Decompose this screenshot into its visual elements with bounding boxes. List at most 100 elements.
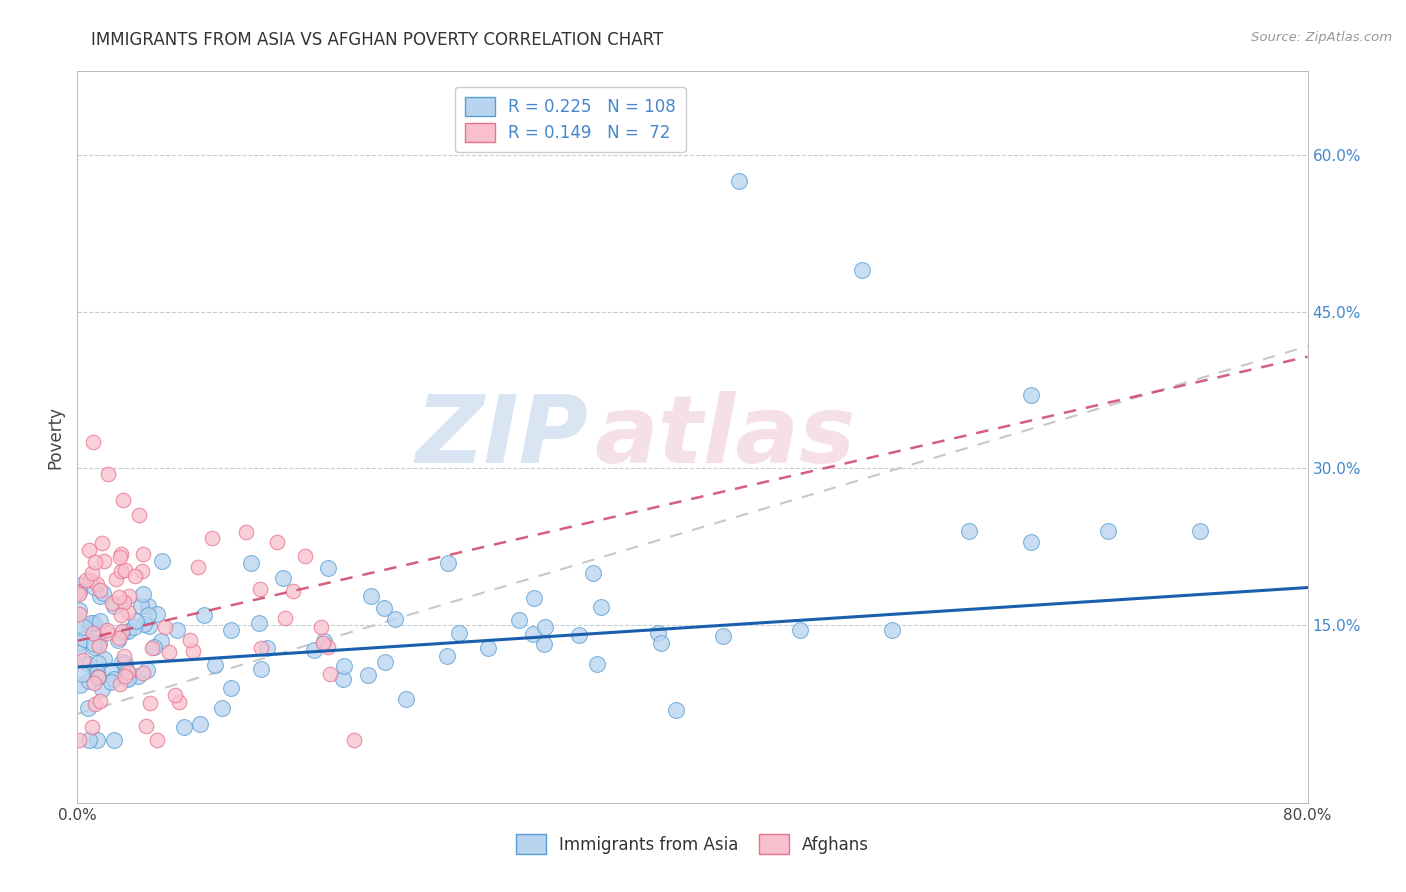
Point	[83, 637, 105, 651]
Point	[647, 626, 669, 640]
Point	[477, 641, 499, 656]
Point	[201, 532, 224, 546]
Point	[235, 525, 257, 540]
Point	[118, 589, 141, 603]
Point	[395, 692, 418, 706]
Point	[67, 603, 90, 617]
Point	[1188, 524, 1211, 538]
Point	[100, 675, 122, 690]
Point	[84, 555, 107, 569]
Point	[108, 632, 131, 646]
Point	[128, 508, 150, 523]
Point	[87, 670, 110, 684]
Point	[108, 590, 131, 604]
Point	[67, 646, 90, 660]
Point	[72, 653, 94, 667]
Point	[117, 605, 139, 619]
Point	[101, 595, 124, 609]
Point	[139, 696, 162, 710]
Point	[117, 665, 139, 680]
Point	[211, 701, 233, 715]
Point	[138, 618, 160, 632]
Point	[100, 663, 122, 677]
Point	[97, 467, 120, 481]
Point	[294, 549, 316, 564]
Point	[650, 636, 672, 650]
Point	[240, 556, 263, 570]
Point	[77, 701, 100, 715]
Point	[72, 632, 94, 646]
Point	[107, 632, 129, 647]
Point	[80, 720, 103, 734]
Point	[436, 648, 458, 663]
Point	[343, 733, 366, 747]
Point	[193, 608, 215, 623]
Point	[83, 616, 105, 631]
Legend: Immigrants from Asia, Afghans: Immigrants from Asia, Afghans	[509, 828, 876, 860]
Point	[77, 657, 100, 671]
Point	[309, 620, 332, 634]
Point	[90, 535, 112, 549]
Point	[132, 587, 155, 601]
Point	[87, 639, 110, 653]
Point	[281, 584, 304, 599]
Point	[373, 600, 395, 615]
Point	[111, 655, 134, 669]
Point	[111, 626, 134, 640]
Point	[271, 571, 294, 585]
Point	[181, 644, 204, 658]
Point	[316, 561, 339, 575]
Point	[103, 733, 125, 747]
Point	[87, 636, 110, 650]
Point	[82, 435, 104, 450]
Point	[664, 703, 686, 717]
Text: Source: ZipAtlas.com: Source: ZipAtlas.com	[1251, 31, 1392, 45]
Point	[135, 719, 157, 733]
Text: ZIP: ZIP	[415, 391, 588, 483]
Point	[91, 681, 114, 696]
Point	[96, 623, 118, 637]
Point	[436, 556, 458, 570]
Point	[357, 668, 380, 682]
Point	[110, 564, 132, 578]
Point	[250, 641, 273, 656]
Point	[266, 535, 288, 549]
Point	[129, 599, 152, 613]
Point	[316, 640, 339, 654]
Point	[80, 616, 103, 631]
Point	[173, 720, 195, 734]
Point	[449, 626, 471, 640]
Point	[69, 578, 91, 592]
Point	[384, 612, 406, 626]
Point	[110, 547, 132, 561]
Point	[534, 620, 557, 634]
Point	[150, 634, 173, 648]
Point	[86, 670, 108, 684]
Point	[87, 657, 110, 671]
Text: atlas: atlas	[595, 391, 855, 483]
Point	[82, 626, 104, 640]
Point	[112, 492, 135, 507]
Point	[111, 624, 134, 638]
Point	[70, 667, 93, 681]
Point	[591, 600, 613, 615]
Point	[117, 672, 139, 686]
Point	[247, 616, 270, 631]
Point	[187, 559, 209, 574]
Point	[319, 666, 342, 681]
Point	[131, 565, 153, 579]
Point	[96, 625, 118, 640]
Point	[67, 733, 90, 747]
Point	[114, 657, 136, 671]
Point	[110, 607, 132, 622]
Point	[84, 697, 107, 711]
Point	[136, 664, 159, 678]
Point	[86, 733, 108, 747]
Point	[108, 549, 131, 564]
Point	[533, 637, 555, 651]
Point	[67, 607, 90, 621]
Point	[75, 573, 97, 587]
Point	[93, 554, 115, 568]
Point	[522, 627, 544, 641]
Point	[124, 614, 146, 628]
